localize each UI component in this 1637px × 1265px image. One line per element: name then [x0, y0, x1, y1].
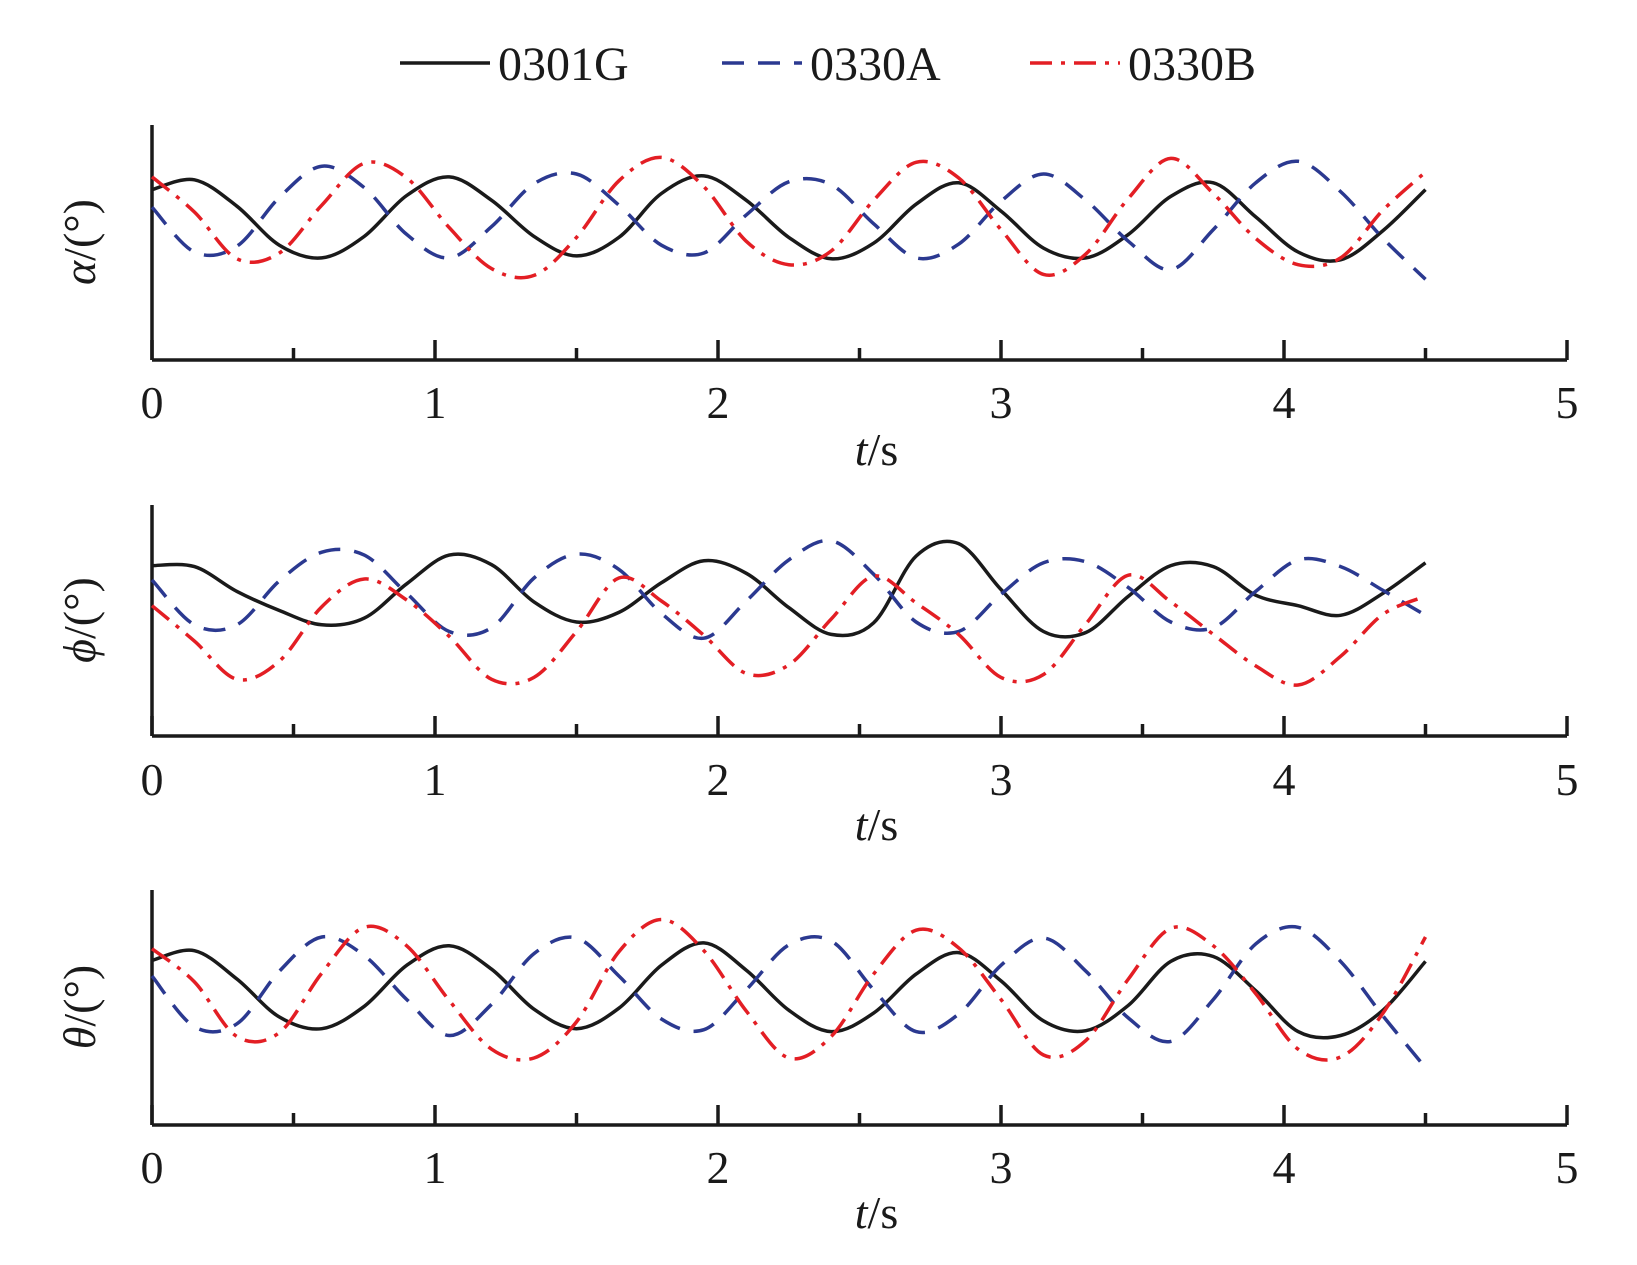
- x-axis-unit: /s: [868, 1187, 899, 1238]
- legend-label: 0301G: [498, 38, 629, 91]
- x-axis-unit: /s: [868, 799, 899, 850]
- x-tick-label: 4: [1273, 1142, 1296, 1193]
- x-tick-label: 1: [424, 377, 447, 428]
- x-tick-label: 3: [990, 377, 1013, 428]
- series-line-0330a: [150, 538, 1427, 640]
- y-axis-title: ϕ/(°): [54, 577, 105, 663]
- y-axis-title: θ/(°): [54, 965, 105, 1049]
- series-line-0301g: [151, 539, 1427, 639]
- series-line-0301g: [151, 941, 1427, 1040]
- y-axis-unit: /(°): [54, 577, 105, 639]
- series-line-0330a: [150, 159, 1427, 281]
- x-tick-label: 1: [424, 754, 447, 805]
- x-tick-label: 0: [141, 754, 164, 805]
- y-axis-title: α/(°): [54, 199, 105, 285]
- x-axis-symbol: t: [855, 424, 869, 475]
- x-tick-label: 5: [1556, 377, 1579, 428]
- series-line-0301g: [151, 174, 1427, 263]
- panel-phi: 0 1 2 3 4 5 t/s ϕ/(°): [54, 505, 1579, 850]
- x-tick-label: 1: [424, 1142, 447, 1193]
- x-axis-title: t/s: [855, 799, 898, 850]
- x-tick-label: 4: [1273, 377, 1296, 428]
- legend-item-0330b: 0330B: [1030, 38, 1256, 91]
- x-axis-unit: /s: [868, 424, 899, 475]
- series-line-0330a: [150, 924, 1427, 1069]
- x-axis-symbol: t: [855, 799, 869, 850]
- x-tick-label: 3: [990, 754, 1013, 805]
- panel-theta: 0 1 2 3 4 5 t/s θ/(°): [54, 890, 1579, 1238]
- x-axis-title: t/s: [855, 1187, 898, 1238]
- y-axis-symbol: θ: [54, 1027, 105, 1050]
- panel-alpha: 0 1 2 3 4 5 t/s α/(°): [54, 125, 1579, 475]
- legend-label: 0330A: [810, 38, 941, 91]
- x-tick-label: 2: [707, 1142, 730, 1193]
- y-axis-symbol: ϕ: [54, 639, 105, 663]
- x-tick-label: 4: [1273, 754, 1296, 805]
- legend-item-0330a: 0330A: [722, 38, 941, 91]
- x-tick-label: 2: [707, 377, 730, 428]
- x-axis-title: t/s: [855, 424, 898, 475]
- x-tick-label: 3: [990, 1142, 1013, 1193]
- x-tick-label: 2: [707, 754, 730, 805]
- y-axis-symbol: α: [54, 260, 105, 285]
- series-line-0330b: [150, 573, 1427, 687]
- series-line-0330b: [150, 155, 1427, 280]
- x-tick-label: 0: [141, 377, 164, 428]
- x-tick-label: 5: [1556, 1142, 1579, 1193]
- x-tick-label: 0: [141, 1142, 164, 1193]
- y-axis-unit: /(°): [54, 199, 105, 261]
- legend-label: 0330B: [1128, 38, 1256, 91]
- panels: 0 1 2 3 4 5t/sα/(°)0 1 2 3 4 5t/sϕ/(°)0 1 2 3 4 5t/sθ/(…: [54, 125, 1579, 1238]
- y-axis-unit: /(°): [54, 965, 105, 1027]
- x-tick-label: 5: [1556, 754, 1579, 805]
- legend-item-0301g: 0301G: [400, 38, 629, 91]
- series-line-0330b: [150, 917, 1428, 1062]
- x-axis-symbol: t: [855, 1187, 869, 1238]
- legend: 0301G 0330A 0330B: [400, 38, 1256, 91]
